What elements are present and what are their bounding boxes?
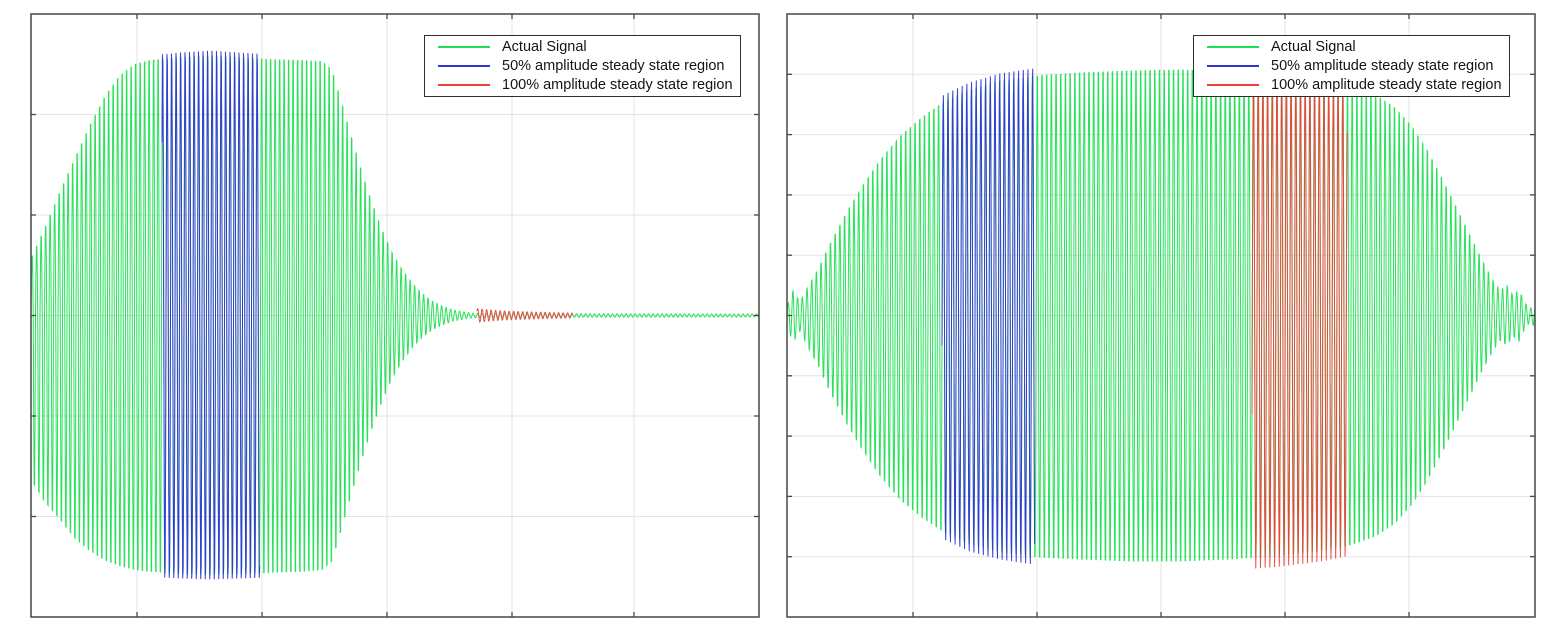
legend-item-actual-signal: Actual Signal bbox=[1194, 38, 1509, 57]
legend-line-red bbox=[438, 84, 490, 86]
legend-right-plot: Actual Signal 50% amplitude steady state… bbox=[1193, 35, 1510, 97]
legend-label: 100% amplitude steady state region bbox=[1271, 76, 1502, 93]
legend-label: 50% amplitude steady state region bbox=[502, 57, 725, 74]
legend-line-red bbox=[1207, 84, 1259, 86]
legend-label: 50% amplitude steady state region bbox=[1271, 57, 1494, 74]
legend-item-100pct-region: 100% amplitude steady state region bbox=[1194, 76, 1509, 95]
legend-left-plot: Actual Signal 50% amplitude steady state… bbox=[424, 35, 741, 97]
legend-label: Actual Signal bbox=[1271, 38, 1356, 55]
legend-item-50pct-region: 50% amplitude steady state region bbox=[1194, 57, 1509, 76]
legend-line-blue bbox=[438, 65, 490, 67]
legend-label: Actual Signal bbox=[502, 38, 587, 55]
legend-item-actual-signal: Actual Signal bbox=[425, 38, 740, 57]
legend-line-blue bbox=[1207, 65, 1259, 67]
legend-item-50pct-region: 50% amplitude steady state region bbox=[425, 57, 740, 76]
legend-line-green bbox=[1207, 46, 1259, 48]
legend-item-100pct-region: 100% amplitude steady state region bbox=[425, 76, 740, 95]
legend-label: 100% amplitude steady state region bbox=[502, 76, 733, 93]
legend-line-green bbox=[438, 46, 490, 48]
